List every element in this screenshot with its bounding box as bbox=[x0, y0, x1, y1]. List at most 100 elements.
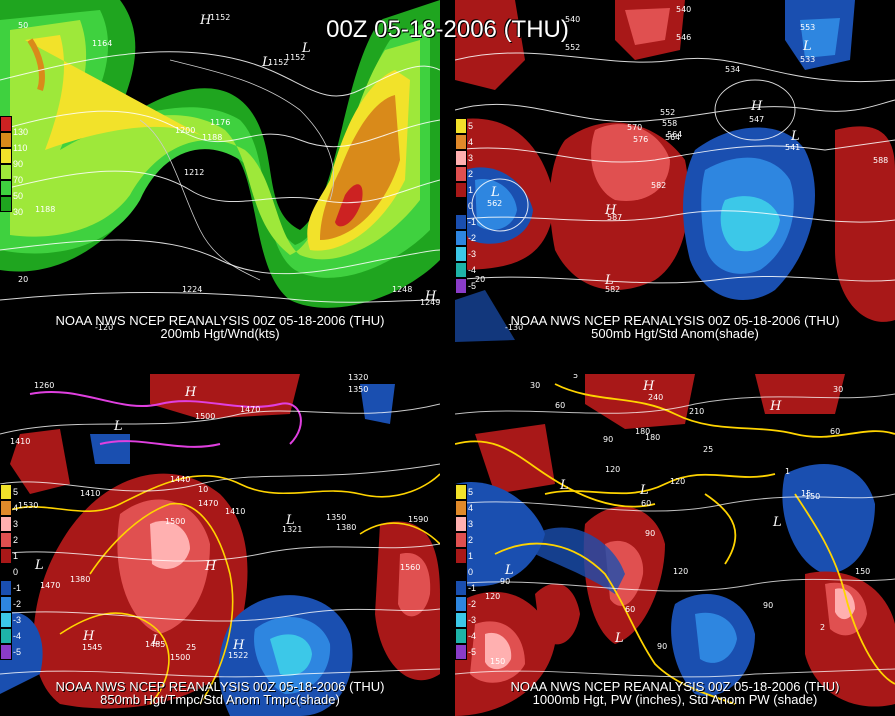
contour-label: 1470 bbox=[40, 581, 60, 590]
legend-label: -4 bbox=[13, 631, 22, 641]
svg-text:H: H bbox=[232, 638, 245, 653]
panel-850mb: 1260 1350 1320 1410 1500 1470 1440 1470 … bbox=[0, 374, 440, 716]
svg-text:H: H bbox=[204, 559, 217, 574]
legend-label: -3 bbox=[468, 615, 477, 625]
contour-label: 1485 bbox=[145, 640, 165, 649]
axis-label: 20 bbox=[18, 275, 28, 284]
legend-swatch bbox=[455, 484, 467, 500]
contour-label: 60 bbox=[555, 401, 565, 410]
legend-label: 5 bbox=[13, 487, 19, 497]
contour-label: 120 bbox=[673, 567, 688, 576]
contour-label: 540 bbox=[676, 5, 691, 14]
legend-label: -1 bbox=[13, 583, 22, 593]
contour-label: 1440 bbox=[170, 475, 190, 484]
contour-label: 533 bbox=[800, 55, 815, 64]
legend-label: -4 bbox=[468, 631, 477, 641]
contour-label: 576 bbox=[633, 135, 648, 144]
contour-label: 564 bbox=[667, 130, 682, 139]
contour-label: 1249 bbox=[420, 298, 440, 307]
legend-1000mb bbox=[455, 484, 467, 660]
legend-label: -2 bbox=[468, 599, 477, 609]
svg-text:L: L bbox=[639, 483, 649, 498]
svg-text:H: H bbox=[82, 629, 95, 644]
contour-label: 1470 bbox=[240, 405, 260, 414]
map-1000mb: 30 60 90 120 150 180 210 240 60 90 120 1… bbox=[455, 374, 895, 716]
legend-label: -5 bbox=[468, 281, 477, 291]
legend-label: 2 bbox=[468, 169, 474, 179]
contour-label: 558 bbox=[662, 119, 677, 128]
legend-swatch bbox=[0, 116, 12, 132]
legend-swatch bbox=[455, 214, 467, 230]
legend-swatch bbox=[455, 150, 467, 166]
contour-label: 90 bbox=[657, 642, 667, 651]
svg-text:L: L bbox=[802, 39, 812, 54]
contour-label: 1530 bbox=[18, 501, 38, 510]
legend-swatch bbox=[455, 198, 467, 214]
legend-label: 110 bbox=[13, 143, 28, 153]
legend-swatch bbox=[0, 628, 12, 644]
panel-title-line2: 1000mb Hgt, PW (inches), Std Anom PW (sh… bbox=[532, 692, 818, 707]
legend-swatch bbox=[0, 564, 12, 580]
contour-label: 1590 bbox=[408, 515, 428, 524]
contour-label: 546 bbox=[676, 33, 691, 42]
contour-label: 582 bbox=[605, 285, 620, 294]
map-200mb: 1152 1164 1152 1152 1176 1200 1188 1212 … bbox=[0, 0, 440, 342]
svg-text:L: L bbox=[113, 419, 123, 434]
svg-text:H: H bbox=[750, 99, 763, 114]
legend-swatch bbox=[0, 180, 12, 196]
legend-850mb bbox=[0, 484, 12, 660]
contour-label: 240 bbox=[648, 393, 663, 402]
svg-text:H: H bbox=[604, 203, 617, 218]
contour-label: 562 bbox=[487, 199, 502, 208]
legend-label: 5 bbox=[468, 487, 474, 497]
panel-200mb: 1152 1164 1152 1152 1176 1200 1188 1212 … bbox=[0, 0, 440, 342]
contour-label: 30 bbox=[833, 385, 843, 394]
legend-labels-850mb: 5 4 3 2 1 0 -1 -2 -3 -4 -5 bbox=[13, 484, 21, 660]
contour-label: 210 bbox=[689, 407, 704, 416]
legend-swatch bbox=[455, 564, 467, 580]
svg-text:H: H bbox=[642, 379, 655, 394]
contour-label: 1410 bbox=[225, 507, 245, 516]
svg-text:L: L bbox=[34, 558, 44, 573]
contour-label: 553 bbox=[800, 23, 815, 32]
contour-label: 1522 bbox=[228, 651, 248, 660]
contour-label: 180 bbox=[635, 427, 650, 436]
contour-label: 1224 bbox=[182, 285, 202, 294]
contour-label: 1164 bbox=[92, 39, 112, 48]
contour-label: 1248 bbox=[392, 285, 412, 294]
contour-label: 1500 bbox=[165, 517, 185, 526]
legend-swatch bbox=[0, 164, 12, 180]
legend-label: -5 bbox=[13, 647, 22, 657]
contour-label: 1350 bbox=[326, 513, 346, 522]
legend-swatch bbox=[455, 166, 467, 182]
contour-labels-1000mb: 30 60 90 120 150 180 210 240 60 90 120 1… bbox=[485, 374, 870, 666]
contour-label: 1188 bbox=[202, 133, 222, 142]
legend-swatch bbox=[0, 612, 12, 628]
legend-swatch bbox=[455, 548, 467, 564]
contour-label: 534 bbox=[725, 65, 740, 74]
legend-swatch bbox=[0, 132, 12, 148]
legend-swatch bbox=[0, 516, 12, 532]
legend-label: 1 bbox=[468, 185, 474, 195]
contour-label: 1410 bbox=[10, 437, 30, 446]
contour-label: 588 bbox=[873, 156, 888, 165]
svg-text:H: H bbox=[184, 385, 197, 400]
legend-swatch bbox=[455, 134, 467, 150]
contour-label: 90 bbox=[603, 435, 613, 444]
contour-label: 15 bbox=[801, 489, 811, 498]
contour-label: 1212 bbox=[184, 168, 204, 177]
panel-title-line2: 500mb Hgt/Std Anom(shade) bbox=[591, 326, 759, 341]
legend-swatch bbox=[455, 644, 467, 660]
contour-label: 25 bbox=[703, 445, 713, 454]
contour-label: 564 bbox=[665, 133, 680, 142]
legend-swatch bbox=[0, 148, 12, 164]
axis-label: -130 bbox=[505, 323, 523, 332]
contour-label: 60 bbox=[641, 499, 651, 508]
legend-label: 0 bbox=[13, 567, 19, 577]
legend-label: 3 bbox=[468, 519, 474, 529]
contour-label: 570 bbox=[627, 123, 642, 132]
contour-label: 25 bbox=[186, 643, 196, 652]
svg-text:L: L bbox=[490, 185, 500, 200]
contour-label: 1545 bbox=[82, 643, 102, 652]
legend-label: -3 bbox=[468, 249, 477, 259]
